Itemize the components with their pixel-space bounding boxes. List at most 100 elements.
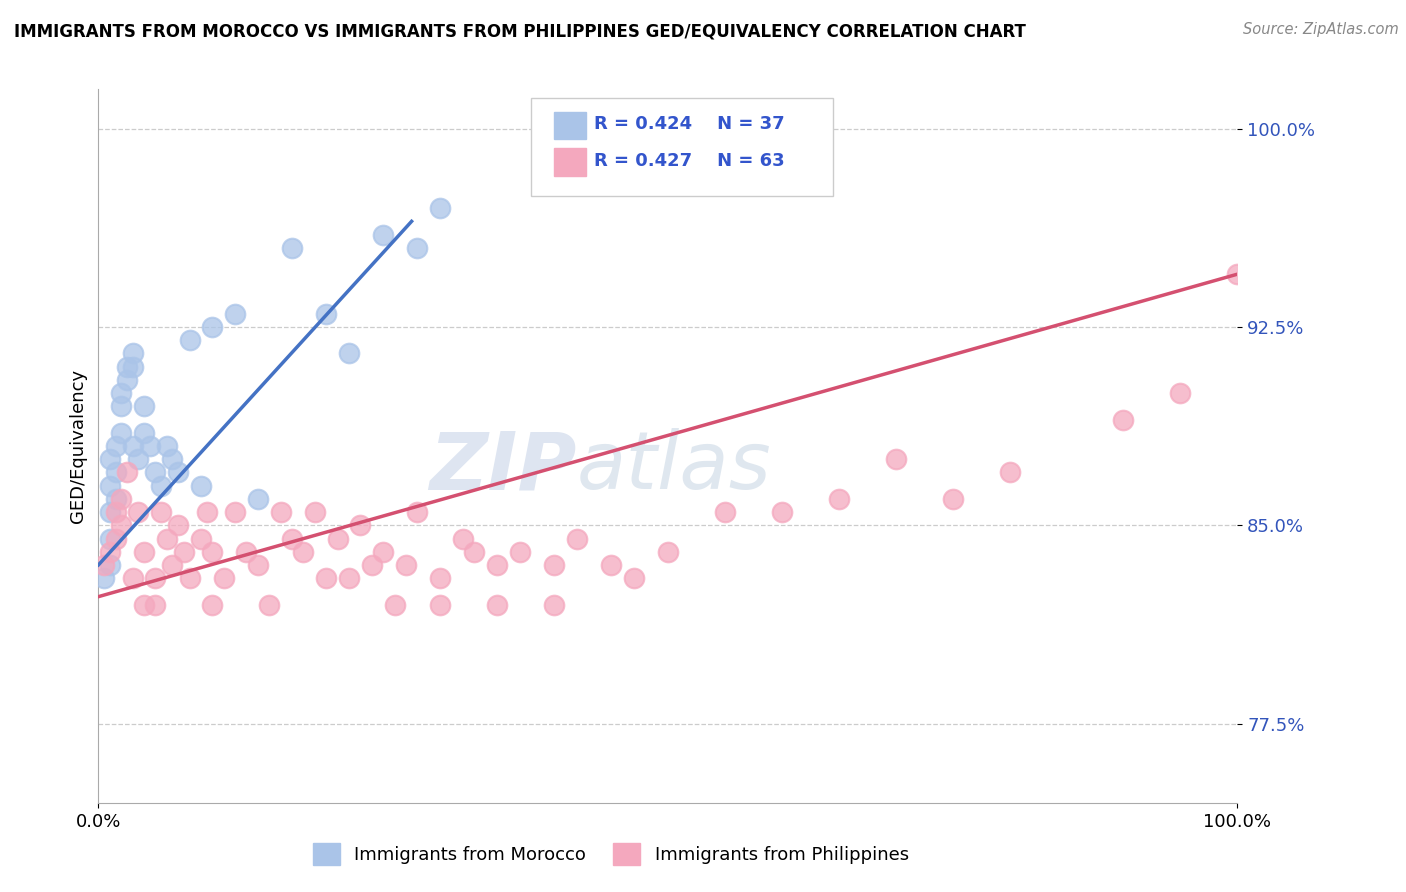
Point: [246, 558, 269, 572]
Point: [127, 452, 149, 467]
Point: [201, 320, 224, 334]
Point: [115, 373, 138, 387]
Text: R = 0.424    N = 37: R = 0.424 N = 37: [593, 115, 785, 133]
Point: [110, 386, 132, 401]
Point: [371, 545, 394, 559]
Point: [326, 532, 349, 546]
Point: [138, 439, 160, 453]
Point: [212, 571, 235, 585]
Point: [104, 439, 127, 453]
Text: Source: ZipAtlas.com: Source: ZipAtlas.com: [1243, 22, 1399, 37]
Point: [145, 571, 167, 585]
Point: [150, 505, 173, 519]
Point: [195, 505, 218, 519]
Legend: Immigrants from Morocco, Immigrants from Philippines: Immigrants from Morocco, Immigrants from…: [305, 836, 917, 872]
Point: [770, 505, 793, 519]
Point: [406, 241, 429, 255]
Point: [179, 333, 201, 347]
Point: [93, 558, 115, 572]
Point: [127, 505, 149, 519]
Point: [623, 571, 645, 585]
Point: [486, 558, 509, 572]
Point: [565, 532, 588, 546]
Point: [104, 505, 127, 519]
Text: IMMIGRANTS FROM MOROCCO VS IMMIGRANTS FROM PHILIPPINES GED/EQUIVALENCY CORRELATI: IMMIGRANTS FROM MOROCCO VS IMMIGRANTS FR…: [14, 22, 1026, 40]
Point: [110, 518, 132, 533]
Point: [98, 505, 121, 519]
Point: [942, 491, 965, 506]
Point: [190, 478, 212, 492]
Point: [98, 452, 121, 467]
Point: [121, 571, 143, 585]
Point: [121, 346, 143, 360]
Text: ZIP: ZIP: [429, 428, 576, 507]
Point: [281, 241, 304, 255]
Point: [371, 227, 394, 242]
Point: [110, 425, 132, 440]
Point: [315, 307, 337, 321]
Point: [132, 400, 155, 414]
Point: [104, 532, 127, 546]
Point: [179, 571, 201, 585]
Point: [156, 532, 179, 546]
Text: R = 0.427    N = 63: R = 0.427 N = 63: [593, 152, 785, 169]
Point: [110, 491, 132, 506]
Point: [451, 532, 474, 546]
Point: [281, 532, 304, 546]
Point: [600, 558, 623, 572]
Point: [509, 545, 531, 559]
Point: [292, 545, 315, 559]
Point: [132, 545, 155, 559]
Point: [395, 558, 418, 572]
Point: [884, 452, 907, 467]
Point: [167, 518, 190, 533]
Point: [259, 598, 281, 612]
Point: [150, 478, 173, 492]
Point: [201, 598, 224, 612]
Point: [315, 571, 337, 585]
Point: [121, 359, 143, 374]
Point: [429, 598, 451, 612]
Point: [98, 545, 121, 559]
Point: [235, 545, 257, 559]
Point: [1226, 267, 1249, 281]
Point: [173, 545, 195, 559]
Point: [167, 466, 190, 480]
Point: [201, 545, 224, 559]
Point: [115, 359, 138, 374]
Point: [98, 478, 121, 492]
Point: [337, 346, 360, 360]
Point: [121, 439, 143, 453]
Point: [104, 466, 127, 480]
Point: [145, 466, 167, 480]
Point: [429, 201, 451, 215]
Bar: [554, 112, 586, 139]
Bar: [554, 148, 586, 176]
Point: [224, 505, 246, 519]
Point: [1112, 412, 1135, 426]
Point: [1170, 386, 1192, 401]
Point: [304, 505, 326, 519]
Point: [406, 505, 429, 519]
Point: [98, 532, 121, 546]
Point: [162, 558, 184, 572]
Point: [115, 466, 138, 480]
Point: [93, 571, 115, 585]
Y-axis label: GED/Equivalency: GED/Equivalency: [69, 369, 87, 523]
Point: [543, 598, 565, 612]
Point: [104, 491, 127, 506]
Text: atlas: atlas: [576, 428, 772, 507]
Point: [657, 545, 679, 559]
Point: [162, 452, 184, 467]
Point: [246, 491, 269, 506]
Point: [132, 598, 155, 612]
Point: [714, 505, 737, 519]
Point: [998, 466, 1021, 480]
Point: [132, 425, 155, 440]
Point: [270, 505, 292, 519]
Point: [156, 439, 179, 453]
Point: [828, 491, 851, 506]
Point: [98, 558, 121, 572]
Point: [463, 545, 485, 559]
Point: [145, 598, 167, 612]
